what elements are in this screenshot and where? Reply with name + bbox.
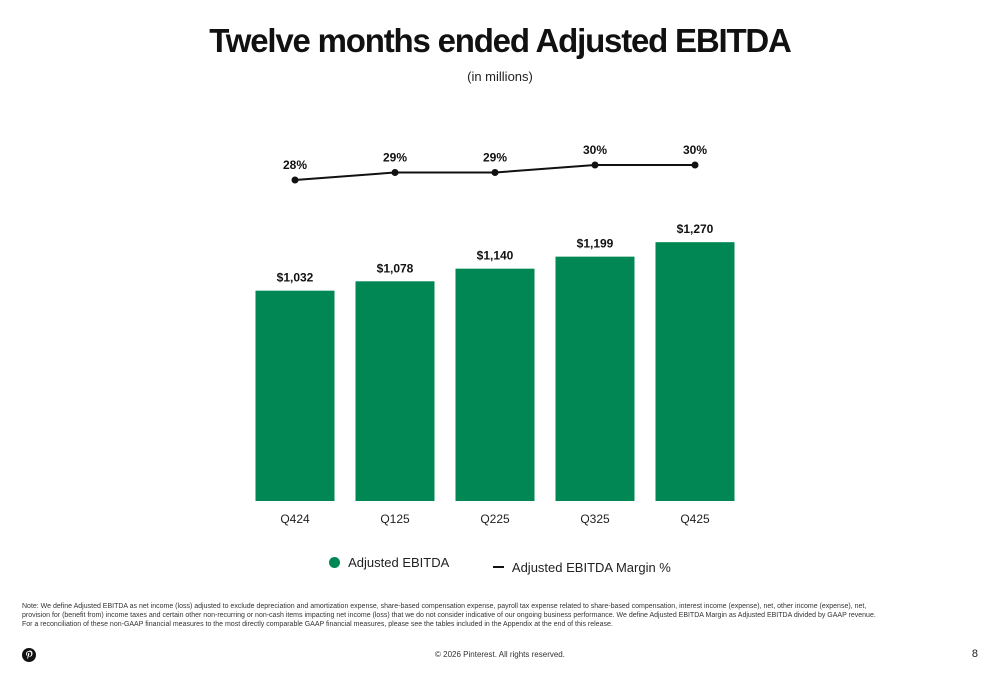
margin-point-q425 (691, 161, 699, 169)
bar-value-labels: $1,032 $1,078 $1,140 $1,199 $1,270 (277, 222, 714, 285)
margin-label-q424: 28% (283, 158, 307, 172)
margin-label-q125: 29% (383, 151, 407, 165)
margin-point-q125 (391, 169, 399, 176)
legend-swatch-bar (329, 557, 341, 568)
ebitda-chart: $1,032 $1,078 $1,140 $1,199 $1,270 28% 29% 29%… (255, 143, 735, 526)
bar-label-q425: $1,270 (677, 222, 714, 236)
chart-legend: Adjusted EBITDA Adjusted EBITDA Margin % (0, 555, 1000, 575)
margin-point-q225 (491, 169, 499, 176)
x-tick-q225: Q225 (480, 512, 510, 526)
copyright-footer: © 2026 Pinterest. All rights reserved. (435, 650, 565, 659)
x-tick-q325: Q325 (580, 512, 610, 526)
bar-q325 (555, 256, 635, 501)
x-tick-q425: Q425 (680, 512, 710, 526)
bar-q425 (655, 242, 735, 501)
margin-label-q325: 30% (583, 143, 607, 157)
x-tick-q125: Q125 (380, 512, 410, 526)
page-number: 8 (971, 648, 978, 660)
bar-label-q325: $1,199 (577, 237, 614, 251)
margin-label-q225: 29% (483, 151, 507, 165)
legend-swatch-line (492, 566, 504, 568)
margin-point-q424 (291, 176, 299, 184)
x-tick-q424: Q424 (280, 512, 310, 526)
margin-value-labels: 28% 29% 29% 30% 30% (283, 143, 707, 172)
legend-item-margin: Adjusted EBITDA Margin % (492, 559, 671, 575)
margin-point-q325 (591, 161, 599, 169)
bar-label-q125: $1,078 (377, 261, 414, 275)
x-axis-tick-labels: Q424 Q125 Q225 Q325 Q425 (280, 512, 710, 526)
bar-q424 (255, 290, 335, 501)
footnote: Note: We define Adjusted EBITDA as net i… (22, 603, 876, 628)
bar-label-q225: $1,140 (477, 249, 514, 263)
bar-q125 (355, 281, 435, 501)
bar-label-q424: $1,032 (277, 271, 314, 285)
slide-title: Twelve months ended Adjusted EBITDA (209, 22, 792, 59)
legend-item-adjusted-ebitda: Adjusted EBITDA (329, 555, 449, 570)
bar-q225 (455, 268, 535, 501)
bar-series (255, 242, 735, 501)
pinterest-logo-icon (22, 648, 36, 662)
margin-line-series (291, 161, 699, 184)
slide-subtitle: (in millions) (467, 69, 533, 84)
legend-label-margin: Adjusted EBITDA Margin % (511, 559, 671, 575)
margin-label-q425: 30% (683, 143, 707, 157)
legend-label-adjusted-ebitda: Adjusted EBITDA (348, 555, 450, 570)
